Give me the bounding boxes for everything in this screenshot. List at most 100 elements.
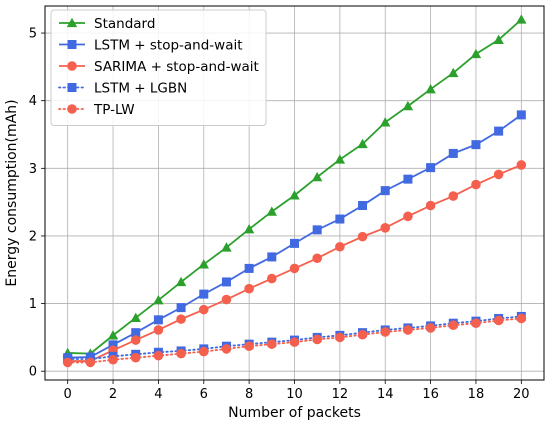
series-line [66,315,523,360]
data-point [176,314,186,324]
data-point [244,283,254,294]
data-point [448,320,459,331]
data-point [312,334,322,345]
legend: Standard LSTM + stop-and-wait SARIMA + sto… [50,9,267,126]
data-point [335,332,345,343]
data-point [493,34,504,44]
data-point [130,312,141,322]
y-tick-label: 0 [29,365,37,380]
data-point [426,163,436,173]
data-point [198,346,209,357]
x-tick-label: 10 [286,387,303,402]
data-point [311,171,323,182]
data-point [357,231,368,242]
legend-entry: LSTM + stop-and-wait [59,38,243,54]
data-point [153,315,163,325]
data-point [130,335,141,345]
data-point [448,67,459,78]
legend-entry: TP-LW [58,102,135,118]
data-point [312,225,322,235]
legend-label: LSTM + LGBN [94,81,187,97]
data-point [289,190,300,200]
data-point [176,348,186,359]
y-tick-label: 2 [29,229,37,244]
legend-marker [67,40,77,49]
legend-label: Standard [94,16,155,32]
data-point [221,242,232,252]
x-tick-label: 18 [468,387,485,402]
data-point [130,352,141,363]
legend-marker [67,104,77,114]
data-point [335,241,345,252]
x-axis-label: Number of packets [228,405,361,421]
data-point [494,126,504,136]
y-axis-label: Energy consumption(mAh) [4,99,20,286]
data-point [380,223,391,233]
legend-entry: SARIMA + stop-and-wait [59,59,259,75]
data-point [175,276,187,287]
legend-entry: Standard [59,16,155,32]
y-tick-label: 1 [29,297,37,312]
data-point [516,14,527,24]
data-point [267,273,277,284]
data-point [357,329,368,340]
data-point [266,206,278,216]
data-point [267,252,277,262]
legend-label: SARIMA + stop-and-wait [94,59,259,75]
data-point [425,83,436,94]
data-point [425,323,436,333]
data-point [107,330,119,340]
data-point [448,191,459,201]
data-point [335,214,345,224]
data-point [221,277,231,287]
data-point [153,350,164,361]
y-tick-label: 4 [29,94,37,109]
data-point [267,339,277,349]
x-tick-label: 2 [109,387,117,402]
data-point [153,294,164,305]
data-point [402,100,414,111]
legend-marker [67,61,77,71]
data-point [108,340,118,350]
data-point [380,327,391,337]
data-point [108,354,118,365]
legend-box [50,9,267,126]
data-point [516,313,527,324]
data-point [403,211,413,222]
x-tick-label: 20 [513,387,530,402]
data-point [199,289,209,299]
x-tick-label: 12 [332,387,349,402]
data-point [243,223,255,234]
x-tick-label: 6 [200,387,208,402]
legend-label: LSTM + stop-and-wait [94,38,243,54]
data-point [471,318,481,328]
data-point [176,303,186,313]
series-4 [62,313,527,368]
legend-marker [67,83,77,92]
x-tick-label: 0 [64,387,72,402]
data-point [403,325,413,335]
data-point [516,110,526,120]
data-point [198,259,209,269]
data-point [471,179,481,190]
data-point [448,148,458,158]
series-2 [62,160,527,366]
y-tick-label: 3 [29,162,37,177]
legend-marker [66,17,78,28]
data-point [493,315,504,326]
data-point [85,357,96,368]
data-point [62,357,73,368]
series-1 [63,110,526,363]
y-tick-label: 5 [29,27,37,42]
data-point [244,341,254,351]
data-point [198,304,209,315]
x-tick-label: 4 [154,387,162,402]
data-point [221,344,232,354]
data-point [153,325,164,335]
data-point [244,263,254,273]
data-point [380,186,390,196]
data-point [289,337,300,347]
data-point [470,48,482,59]
